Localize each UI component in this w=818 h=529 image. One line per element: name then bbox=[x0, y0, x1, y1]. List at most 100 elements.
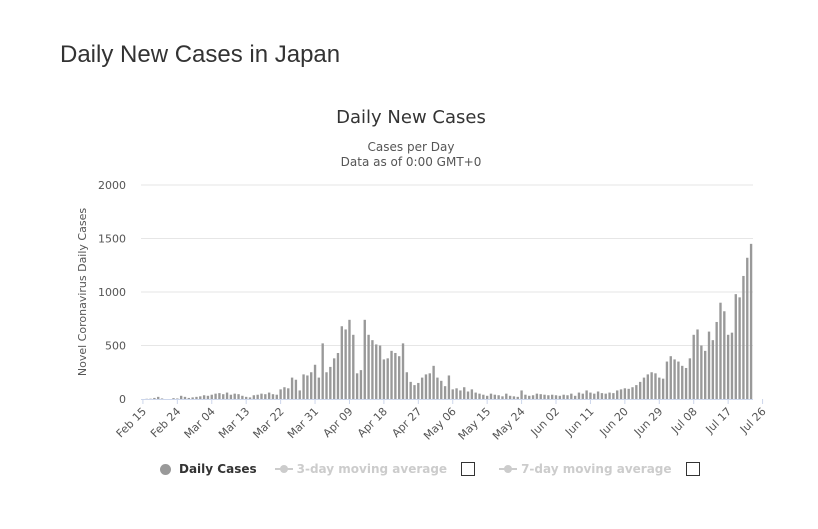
bar[interactable] bbox=[203, 395, 205, 399]
bar[interactable] bbox=[719, 303, 721, 399]
bar[interactable] bbox=[448, 375, 450, 399]
bar[interactable] bbox=[352, 335, 354, 399]
bar[interactable] bbox=[218, 393, 220, 399]
bar[interactable] bbox=[310, 372, 312, 399]
bar[interactable] bbox=[605, 394, 607, 399]
bar[interactable] bbox=[436, 378, 438, 399]
legend-item-3-day-average[interactable]: 3-day moving average bbox=[275, 462, 481, 476]
bar[interactable] bbox=[390, 351, 392, 399]
bar[interactable] bbox=[708, 332, 710, 399]
bar[interactable] bbox=[555, 395, 557, 399]
bar[interactable] bbox=[501, 396, 503, 399]
bar[interactable] bbox=[486, 396, 488, 399]
bar[interactable] bbox=[750, 244, 752, 399]
bar[interactable] bbox=[421, 378, 423, 399]
bar[interactable] bbox=[685, 368, 687, 399]
bar[interactable] bbox=[475, 393, 477, 399]
bar[interactable] bbox=[360, 370, 362, 399]
bar[interactable] bbox=[379, 346, 381, 400]
bar[interactable] bbox=[582, 394, 584, 399]
bar[interactable] bbox=[620, 389, 622, 399]
bar[interactable] bbox=[161, 398, 163, 399]
bar[interactable] bbox=[387, 358, 389, 399]
bar[interactable] bbox=[253, 395, 255, 399]
bar[interactable] bbox=[279, 389, 281, 399]
bar[interactable] bbox=[455, 388, 457, 399]
bar[interactable] bbox=[241, 396, 243, 399]
bar[interactable] bbox=[417, 383, 419, 399]
bar[interactable] bbox=[409, 382, 411, 399]
bar[interactable] bbox=[341, 326, 343, 399]
bar[interactable] bbox=[153, 398, 155, 399]
bar[interactable] bbox=[256, 395, 258, 399]
bar[interactable] bbox=[314, 365, 316, 399]
bar[interactable] bbox=[157, 397, 159, 399]
bar[interactable] bbox=[723, 311, 725, 399]
bar[interactable] bbox=[299, 390, 301, 399]
bar[interactable] bbox=[670, 356, 672, 399]
bar[interactable] bbox=[578, 393, 580, 399]
bar[interactable] bbox=[662, 379, 664, 399]
bar[interactable] bbox=[356, 373, 358, 399]
bar[interactable] bbox=[731, 333, 733, 399]
bar[interactable] bbox=[402, 343, 404, 399]
bar[interactable] bbox=[570, 394, 572, 399]
bar[interactable] bbox=[199, 396, 201, 399]
bar[interactable] bbox=[306, 375, 308, 399]
bar[interactable] bbox=[735, 294, 737, 399]
bar[interactable] bbox=[230, 395, 232, 399]
bar[interactable] bbox=[612, 393, 614, 399]
bar[interactable] bbox=[195, 397, 197, 399]
bar[interactable] bbox=[689, 358, 691, 399]
bar[interactable] bbox=[647, 374, 649, 399]
checkbox-3-day-average[interactable] bbox=[461, 462, 475, 476]
bar[interactable] bbox=[593, 394, 595, 399]
bar[interactable] bbox=[624, 388, 626, 399]
bar[interactable] bbox=[528, 396, 530, 399]
bar[interactable] bbox=[601, 393, 603, 399]
bar[interactable] bbox=[628, 389, 630, 399]
bar[interactable] bbox=[222, 394, 224, 399]
bar[interactable] bbox=[283, 387, 285, 399]
bar-series-daily-cases[interactable] bbox=[146, 244, 753, 399]
bar[interactable] bbox=[696, 329, 698, 399]
bar[interactable] bbox=[337, 353, 339, 399]
bar[interactable] bbox=[715, 322, 717, 399]
bar[interactable] bbox=[295, 380, 297, 399]
bar[interactable] bbox=[562, 395, 564, 399]
bar[interactable] bbox=[566, 395, 568, 399]
bar[interactable] bbox=[547, 395, 549, 399]
bar[interactable] bbox=[559, 396, 561, 399]
bar[interactable] bbox=[540, 394, 542, 399]
bar[interactable] bbox=[287, 388, 289, 399]
bar[interactable] bbox=[172, 398, 174, 399]
bar[interactable] bbox=[524, 395, 526, 399]
bar[interactable] bbox=[509, 396, 511, 399]
bar[interactable] bbox=[650, 372, 652, 399]
bar[interactable] bbox=[268, 393, 270, 399]
bar[interactable] bbox=[608, 393, 610, 399]
bar[interactable] bbox=[505, 394, 507, 399]
bar[interactable] bbox=[176, 398, 178, 399]
bar[interactable] bbox=[497, 395, 499, 399]
bar[interactable] bbox=[329, 367, 331, 399]
bar[interactable] bbox=[398, 356, 400, 399]
bar[interactable] bbox=[272, 394, 274, 399]
bar[interactable] bbox=[490, 394, 492, 399]
bar[interactable] bbox=[452, 389, 454, 399]
bar[interactable] bbox=[207, 396, 209, 399]
bar[interactable] bbox=[367, 335, 369, 399]
legend-item-daily-cases[interactable]: Daily Cases bbox=[160, 462, 257, 476]
bar[interactable] bbox=[616, 390, 618, 399]
bar[interactable] bbox=[375, 344, 377, 399]
bar[interactable] bbox=[237, 394, 239, 399]
bar[interactable] bbox=[574, 396, 576, 399]
bar[interactable] bbox=[234, 394, 236, 399]
bar[interactable] bbox=[348, 320, 350, 399]
bar[interactable] bbox=[494, 395, 496, 399]
bar[interactable] bbox=[536, 394, 538, 399]
bar[interactable] bbox=[444, 386, 446, 399]
bar[interactable] bbox=[364, 320, 366, 399]
bar[interactable] bbox=[467, 392, 469, 399]
bar[interactable] bbox=[344, 329, 346, 399]
